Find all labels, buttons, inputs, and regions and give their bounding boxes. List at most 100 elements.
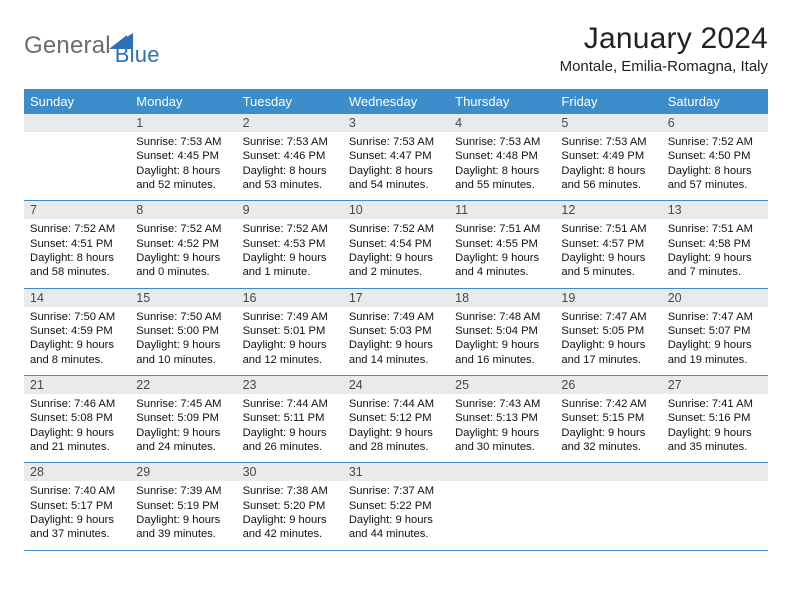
day-number: 27	[662, 376, 768, 394]
daylight-line-1: Daylight: 9 hours	[668, 251, 762, 265]
daylight-line-1: Daylight: 9 hours	[455, 426, 549, 440]
daylight-line-1: Daylight: 8 hours	[349, 164, 443, 178]
day-details: Sunrise: 7:50 AMSunset: 5:00 PMDaylight:…	[130, 310, 236, 367]
sunset-line: Sunset: 4:45 PM	[136, 149, 230, 163]
daylight-line-2: and 39 minutes.	[136, 527, 230, 541]
day-cell: 5Sunrise: 7:53 AMSunset: 4:49 PMDaylight…	[555, 114, 661, 200]
day-number: 30	[237, 463, 343, 481]
brand-part1: General	[24, 32, 111, 60]
day-details: Sunrise: 7:39 AMSunset: 5:19 PMDaylight:…	[130, 484, 236, 541]
day-details: Sunrise: 7:37 AMSunset: 5:22 PMDaylight:…	[343, 484, 449, 541]
sunrise-line: Sunrise: 7:52 AM	[136, 222, 230, 236]
sunrise-line: Sunrise: 7:46 AM	[30, 397, 124, 411]
day-details: Sunrise: 7:51 AMSunset: 4:57 PMDaylight:…	[555, 222, 661, 279]
brand-part2: Blue	[115, 42, 160, 68]
daylight-line-2: and 2 minutes.	[349, 265, 443, 279]
daylight-line-2: and 14 minutes.	[349, 353, 443, 367]
day-cell	[555, 463, 661, 549]
day-number: 29	[130, 463, 236, 481]
week-row: 7Sunrise: 7:52 AMSunset: 4:51 PMDaylight…	[24, 201, 768, 288]
daylight-line-2: and 7 minutes.	[668, 265, 762, 279]
day-details: Sunrise: 7:42 AMSunset: 5:15 PMDaylight:…	[555, 397, 661, 454]
calendar: Sunday Monday Tuesday Wednesday Thursday…	[24, 89, 768, 551]
sunset-line: Sunset: 4:48 PM	[455, 149, 549, 163]
sunset-line: Sunset: 5:09 PM	[136, 411, 230, 425]
day-details: Sunrise: 7:53 AMSunset: 4:45 PMDaylight:…	[130, 135, 236, 192]
day-details: Sunrise: 7:52 AMSunset: 4:50 PMDaylight:…	[662, 135, 768, 192]
sunset-line: Sunset: 4:46 PM	[243, 149, 337, 163]
daylight-line-2: and 10 minutes.	[136, 353, 230, 367]
day-number: 16	[237, 289, 343, 307]
daylight-line-2: and 12 minutes.	[243, 353, 337, 367]
daylight-line-1: Daylight: 9 hours	[561, 251, 655, 265]
day-number: 11	[449, 201, 555, 219]
daylight-line-1: Daylight: 9 hours	[243, 426, 337, 440]
day-number	[555, 463, 661, 481]
daylight-line-2: and 21 minutes.	[30, 440, 124, 454]
sunset-line: Sunset: 5:04 PM	[455, 324, 549, 338]
location: Montale, Emilia-Romagna, Italy	[560, 58, 768, 75]
weekday-header: Thursday	[449, 89, 555, 114]
daylight-line-1: Daylight: 9 hours	[136, 426, 230, 440]
sunrise-line: Sunrise: 7:50 AM	[30, 310, 124, 324]
week-row: 21Sunrise: 7:46 AMSunset: 5:08 PMDayligh…	[24, 376, 768, 463]
sunset-line: Sunset: 4:54 PM	[349, 237, 443, 251]
day-cell	[24, 114, 130, 200]
day-cell: 27Sunrise: 7:41 AMSunset: 5:16 PMDayligh…	[662, 376, 768, 462]
daylight-line-2: and 37 minutes.	[30, 527, 124, 541]
day-details: Sunrise: 7:45 AMSunset: 5:09 PMDaylight:…	[130, 397, 236, 454]
day-cell: 21Sunrise: 7:46 AMSunset: 5:08 PMDayligh…	[24, 376, 130, 462]
sunset-line: Sunset: 5:22 PM	[349, 499, 443, 513]
day-details: Sunrise: 7:47 AMSunset: 5:05 PMDaylight:…	[555, 310, 661, 367]
sunset-line: Sunset: 5:05 PM	[561, 324, 655, 338]
day-cell: 24Sunrise: 7:44 AMSunset: 5:12 PMDayligh…	[343, 376, 449, 462]
day-cell: 15Sunrise: 7:50 AMSunset: 5:00 PMDayligh…	[130, 289, 236, 375]
day-details: Sunrise: 7:53 AMSunset: 4:48 PMDaylight:…	[449, 135, 555, 192]
weekday-header: Sunday	[24, 89, 130, 114]
sunset-line: Sunset: 5:19 PM	[136, 499, 230, 513]
day-number: 17	[343, 289, 449, 307]
day-details: Sunrise: 7:40 AMSunset: 5:17 PMDaylight:…	[24, 484, 130, 541]
day-number: 22	[130, 376, 236, 394]
day-cell: 13Sunrise: 7:51 AMSunset: 4:58 PMDayligh…	[662, 201, 768, 287]
sunset-line: Sunset: 5:17 PM	[30, 499, 124, 513]
sunset-line: Sunset: 5:16 PM	[668, 411, 762, 425]
day-cell: 2Sunrise: 7:53 AMSunset: 4:46 PMDaylight…	[237, 114, 343, 200]
day-details: Sunrise: 7:50 AMSunset: 4:59 PMDaylight:…	[24, 310, 130, 367]
day-number: 2	[237, 114, 343, 132]
sunset-line: Sunset: 5:00 PM	[136, 324, 230, 338]
day-cell: 20Sunrise: 7:47 AMSunset: 5:07 PMDayligh…	[662, 289, 768, 375]
sunset-line: Sunset: 4:50 PM	[668, 149, 762, 163]
daylight-line-2: and 32 minutes.	[561, 440, 655, 454]
day-cell: 9Sunrise: 7:52 AMSunset: 4:53 PMDaylight…	[237, 201, 343, 287]
sunrise-line: Sunrise: 7:52 AM	[349, 222, 443, 236]
sunrise-line: Sunrise: 7:52 AM	[243, 222, 337, 236]
sunrise-line: Sunrise: 7:41 AM	[668, 397, 762, 411]
day-number: 25	[449, 376, 555, 394]
sunset-line: Sunset: 4:49 PM	[561, 149, 655, 163]
daylight-line-1: Daylight: 9 hours	[561, 426, 655, 440]
daylight-line-1: Daylight: 9 hours	[136, 338, 230, 352]
day-number: 8	[130, 201, 236, 219]
sunrise-line: Sunrise: 7:48 AM	[455, 310, 549, 324]
sunrise-line: Sunrise: 7:47 AM	[561, 310, 655, 324]
sunrise-line: Sunrise: 7:47 AM	[668, 310, 762, 324]
day-cell: 1Sunrise: 7:53 AMSunset: 4:45 PMDaylight…	[130, 114, 236, 200]
day-number: 10	[343, 201, 449, 219]
sunrise-line: Sunrise: 7:51 AM	[668, 222, 762, 236]
day-number: 26	[555, 376, 661, 394]
daylight-line-1: Daylight: 9 hours	[349, 513, 443, 527]
day-cell: 17Sunrise: 7:49 AMSunset: 5:03 PMDayligh…	[343, 289, 449, 375]
daylight-line-1: Daylight: 9 hours	[30, 513, 124, 527]
daylight-line-2: and 16 minutes.	[455, 353, 549, 367]
daylight-line-1: Daylight: 9 hours	[455, 251, 549, 265]
sunrise-line: Sunrise: 7:49 AM	[349, 310, 443, 324]
daylight-line-2: and 53 minutes.	[243, 178, 337, 192]
day-number: 31	[343, 463, 449, 481]
day-number	[662, 463, 768, 481]
day-number: 21	[24, 376, 130, 394]
daylight-line-2: and 1 minute.	[243, 265, 337, 279]
day-cell: 19Sunrise: 7:47 AMSunset: 5:05 PMDayligh…	[555, 289, 661, 375]
daylight-line-2: and 56 minutes.	[561, 178, 655, 192]
daylight-line-2: and 19 minutes.	[668, 353, 762, 367]
